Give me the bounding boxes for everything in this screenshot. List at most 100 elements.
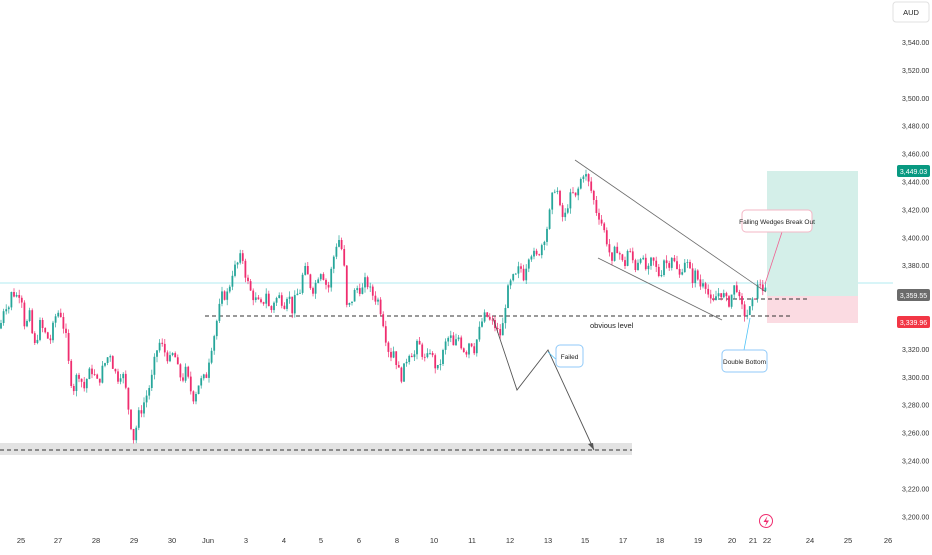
- candle-body: [262, 302, 265, 304]
- candle-body: [184, 366, 187, 381]
- candle-body: [301, 274, 304, 293]
- candle-body: [70, 360, 73, 386]
- candle-body: [96, 374, 99, 379]
- candle-body: [148, 388, 151, 396]
- price-axis[interactable]: 3,200.00 3,220.00 3,240.00 3,260.00 3,280.00…: [902, 40, 929, 521]
- candle-body: [117, 371, 119, 382]
- candle-body: [260, 299, 262, 303]
- candle-body: [5, 309, 8, 312]
- candle-body: [98, 378, 101, 383]
- candle-body: [595, 200, 598, 213]
- candle-body: [208, 362, 210, 378]
- candle-body: [127, 387, 130, 410]
- candle-body: [26, 321, 28, 327]
- failed-projection-path[interactable]: [492, 317, 595, 451]
- candle-body: [20, 297, 23, 303]
- time-tick-label: 4: [282, 536, 286, 545]
- candle-body: [351, 301, 353, 303]
- candle-body: [299, 292, 301, 294]
- candle-body: [304, 266, 307, 275]
- candle-body: [522, 268, 525, 281]
- failed-callout[interactable]: Failed: [555, 344, 584, 368]
- candle-body: [447, 337, 450, 342]
- currency-label: AUD: [903, 8, 919, 17]
- candle-body: [569, 192, 572, 209]
- candle-body: [15, 295, 18, 297]
- wedge-upper-line[interactable]: [574, 159, 767, 293]
- currency-badge[interactable]: AUD: [892, 1, 930, 23]
- candle-body: [413, 354, 416, 358]
- candle-body: [265, 293, 268, 304]
- candle-body: [28, 310, 31, 321]
- candle-body: [517, 266, 520, 274]
- time-tick-label: 26: [884, 536, 892, 545]
- candle-body: [579, 179, 582, 189]
- candle-body: [36, 339, 39, 343]
- price-tick-label: 3,260.00: [902, 431, 929, 438]
- time-tick-label: Jun: [202, 536, 214, 545]
- candle-body: [673, 257, 676, 262]
- candle-body: [293, 295, 296, 314]
- candle-body: [18, 295, 21, 298]
- candle-body: [322, 274, 325, 280]
- candle-body: [403, 363, 405, 382]
- price-tick-label: 3,480.00: [902, 124, 929, 131]
- candle-body: [572, 192, 574, 194]
- lightning-icon[interactable]: [759, 514, 773, 528]
- candle-body: [223, 291, 226, 300]
- price-tick-label: 3,240.00: [902, 459, 929, 466]
- candle-body: [652, 257, 655, 261]
- falling-wedge-callout[interactable]: Falling Wedges Break Out: [739, 209, 815, 233]
- candle-body: [470, 343, 473, 347]
- time-tick-label: 27: [54, 536, 62, 545]
- candle-body: [257, 297, 260, 300]
- candle-body: [629, 251, 632, 252]
- candle-body: [39, 320, 41, 340]
- candle-body: [327, 284, 330, 288]
- candle-body: [317, 279, 320, 283]
- wedge-lower-line[interactable]: [597, 257, 723, 321]
- time-axis[interactable]: 25 27 28 29 30 Jun 3 4 5 6 8 10 11 12 13 15 17 18 19 20 21 22…: [17, 536, 892, 545]
- candle-body: [13, 292, 15, 297]
- candle-body: [436, 365, 439, 369]
- price-tick-label: 3,280.00: [902, 403, 929, 410]
- candle-body: [387, 342, 390, 352]
- candle-body: [395, 351, 398, 365]
- candle-body: [291, 296, 294, 314]
- double-bottom-callout[interactable]: Double Bottom: [721, 349, 768, 373]
- candle-body: [702, 283, 704, 287]
- candle-body: [52, 322, 54, 341]
- candle-body: [384, 326, 387, 343]
- candle-body: [379, 299, 382, 315]
- time-tick-label: 30: [168, 536, 176, 545]
- candle-body: [616, 246, 619, 254]
- candle-body: [543, 241, 546, 245]
- candle-body: [2, 311, 5, 323]
- failed-arrow-head: [588, 443, 594, 450]
- candle-body: [67, 333, 70, 361]
- candle-body: [566, 208, 569, 213]
- candle-body: [358, 288, 361, 294]
- price-tick-label: 3,540.00: [902, 40, 929, 47]
- time-tick-label: 3: [244, 536, 248, 545]
- candle-body: [247, 277, 249, 282]
- candle-body: [59, 312, 62, 317]
- candle-body: [735, 285, 738, 292]
- obvious-level-label: obvious level: [590, 321, 634, 330]
- candle-body: [189, 376, 192, 392]
- candle-body: [689, 262, 691, 269]
- candle-body: [332, 256, 335, 269]
- time-tick-label: 17: [619, 536, 627, 545]
- candle-body: [431, 353, 434, 356]
- time-tick-label: 29: [130, 536, 138, 545]
- candle-body: [236, 262, 239, 265]
- candle-body: [41, 320, 44, 328]
- candle-body: [176, 357, 179, 365]
- candle-body: [101, 365, 104, 383]
- candle-body: [312, 288, 314, 294]
- time-tick-label: 11: [468, 536, 476, 545]
- candle-body: [377, 299, 379, 302]
- time-tick-label: 6: [357, 536, 361, 545]
- time-tick-label: 5: [319, 536, 323, 545]
